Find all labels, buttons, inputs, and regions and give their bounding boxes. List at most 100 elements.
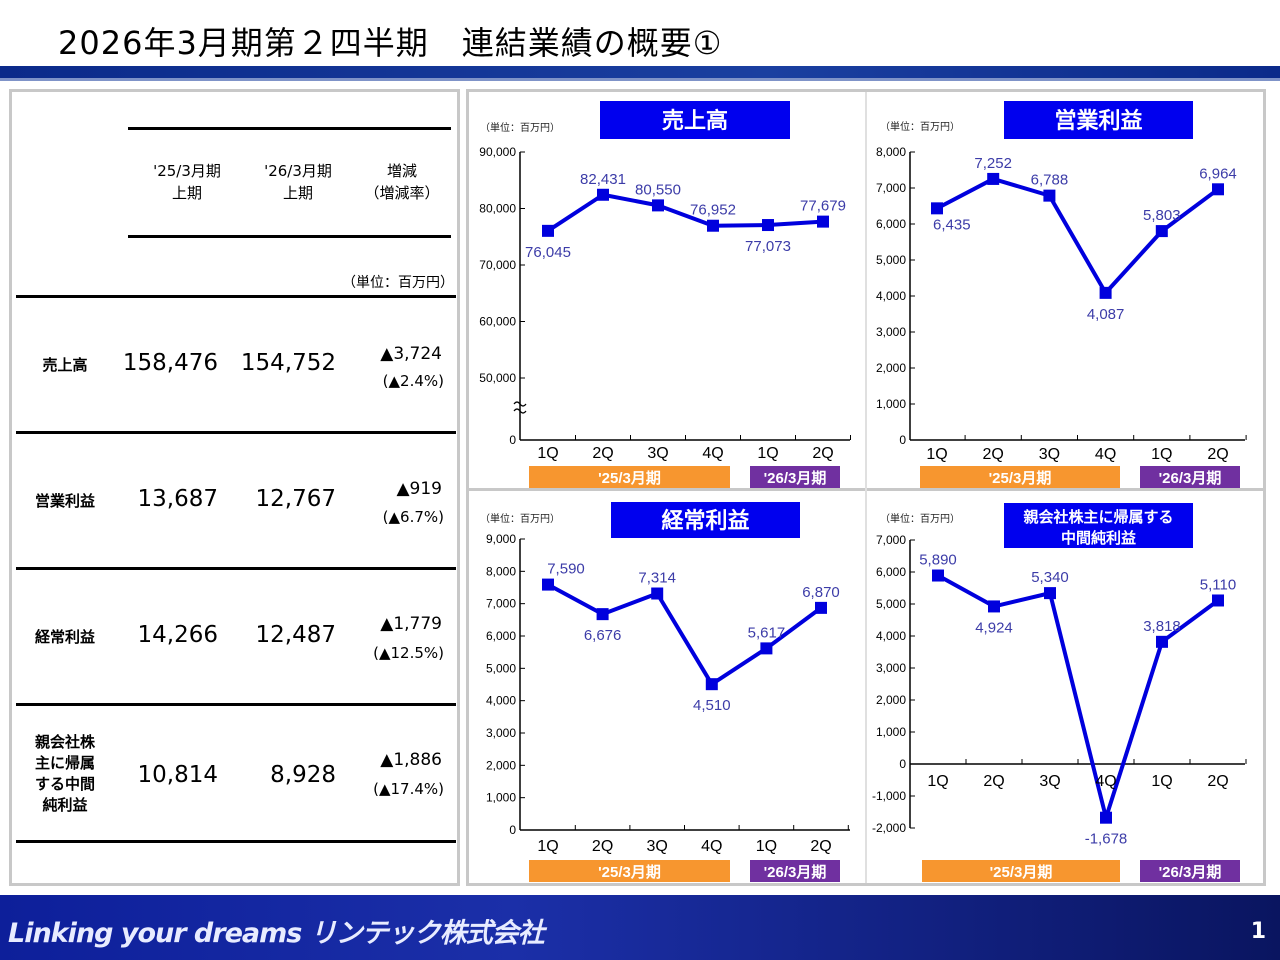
data-point [542, 224, 554, 237]
data-label: 6,964 [1199, 165, 1237, 182]
diff-rate: (▲12.5%) [373, 644, 444, 662]
data-point [931, 202, 943, 215]
data-label: 77,679 [800, 198, 846, 215]
col-header-line: 増減 [386, 162, 417, 180]
series-line [936, 176, 1220, 295]
y-tick-label: 2,000 [876, 693, 906, 707]
chart-title: 中間純利益 [1061, 529, 1136, 547]
title-band-accent [0, 78, 1280, 81]
unit-label: （単位：百万円） [342, 275, 454, 291]
y-tick-label: 5,000 [876, 253, 906, 267]
data-label: 4,087 [1087, 306, 1125, 323]
curr-value: 154,752 [240, 350, 336, 376]
y-tick-label: 70,000 [479, 258, 516, 272]
y-tick-label: 80,000 [479, 202, 516, 216]
data-label: 5,617 [748, 624, 786, 641]
data-label: 3,818 [1143, 618, 1181, 635]
period-bar-fy26 [750, 466, 840, 488]
period-label: '25/3月期 [989, 469, 1052, 487]
data-point [1212, 183, 1224, 196]
data-point [1156, 635, 1168, 648]
data-label: 6,435 [933, 216, 971, 233]
data-point [705, 678, 718, 691]
diff-value: ▲919 [396, 479, 442, 499]
x-tick-label: 2Q [1207, 773, 1228, 790]
period-label: '25/3月期 [598, 863, 661, 881]
data-point [817, 215, 829, 228]
y-tick-label: 4,000 [876, 629, 906, 643]
row-label: 売上高 [42, 356, 88, 374]
y-tick-label: 1,000 [876, 397, 906, 411]
period-label: '25/3月期 [990, 863, 1053, 881]
divider [16, 567, 456, 570]
y-tick-label: 7,000 [876, 533, 906, 547]
curr-value: 12,767 [255, 486, 336, 512]
data-point [542, 578, 554, 591]
title-band [0, 66, 1280, 78]
divider [16, 431, 456, 434]
divider [16, 840, 456, 843]
period-label: '26/3月期 [1159, 469, 1222, 487]
divider [16, 703, 456, 706]
y-tick-label: 4,000 [486, 694, 516, 708]
data-point [1155, 225, 1168, 238]
col-header-line: （増減率） [364, 184, 440, 202]
y-tick-label: 3,000 [876, 325, 906, 339]
y-tick-label: 9,000 [486, 532, 516, 546]
curr-value: 8,928 [270, 762, 336, 788]
data-label: 76,045 [525, 244, 571, 261]
col-header-line: 上期 [171, 184, 202, 202]
chart-title-box [1004, 503, 1193, 548]
data-point [987, 172, 1000, 185]
curr-value: 12,487 [255, 622, 336, 648]
data-label: 5,890 [919, 552, 957, 569]
data-label: 5,340 [1031, 569, 1069, 586]
footer: Linking your dreams リンテック株式会社 1 [0, 895, 1280, 960]
y-tick-label: 0 [899, 757, 906, 771]
prev-value: 13,687 [137, 486, 218, 512]
chart-title: 売上高 [662, 108, 728, 134]
data-label: -1,678 [1085, 831, 1128, 848]
y-tick-label: 1,000 [486, 791, 516, 805]
prev-value: 14,266 [137, 622, 218, 648]
chart-title: 親会社株主に帰属する [1023, 508, 1173, 526]
chart-unit-label: （単位：百万円） [480, 121, 560, 134]
x-tick-label: 3Q [1039, 773, 1060, 790]
chart-unit-label: （単位：百万円） [480, 512, 560, 525]
x-tick-label: 2Q [592, 838, 613, 855]
y-tick-label: 6,000 [876, 565, 906, 579]
y-tick-label: 6,000 [486, 629, 516, 643]
data-point [1212, 594, 1224, 607]
period-bar-fy25 [529, 860, 730, 882]
col-header-line: '25/3月期 [153, 162, 221, 180]
data-point [815, 601, 827, 614]
x-tick-label: 2Q [812, 445, 833, 462]
data-label: 80,550 [635, 181, 681, 198]
y-tick-label: 2,000 [486, 758, 516, 772]
data-label: 77,073 [745, 238, 791, 255]
y-tick-label: 7,000 [486, 597, 516, 611]
column-header-curr: '26/3月期 上期 [248, 160, 348, 204]
x-tick-label: 3Q [647, 445, 668, 462]
data-label: 7,252 [974, 155, 1012, 172]
column-header-prev: '25/3月期 上期 [137, 160, 237, 204]
data-label: 5,803 [1143, 207, 1181, 224]
data-label: 6,676 [584, 627, 622, 644]
period-label: '26/3月期 [764, 469, 827, 487]
x-tick-label: 1Q [537, 445, 558, 462]
y-tick-label: 90,000 [479, 145, 516, 159]
chart-title: 営業利益 [1054, 108, 1142, 134]
x-tick-label: 2Q [1207, 446, 1228, 463]
period-bar-fy26 [1140, 466, 1240, 488]
series-line [546, 192, 824, 233]
y-tick-label: 3,000 [486, 726, 516, 740]
y-tick-label: -1,000 [872, 789, 906, 803]
row-label-line: 主に帰属 [34, 754, 95, 772]
chart-title-box [600, 101, 790, 139]
data-label: 4,924 [975, 619, 1013, 636]
diff-value: ▲1,779 [380, 614, 442, 634]
row-label: 親会社株 主に帰属 する中間 純利益 [20, 732, 110, 816]
data-label: 7,314 [638, 570, 676, 587]
axis-break-icon [513, 401, 527, 414]
data-point [762, 219, 774, 232]
